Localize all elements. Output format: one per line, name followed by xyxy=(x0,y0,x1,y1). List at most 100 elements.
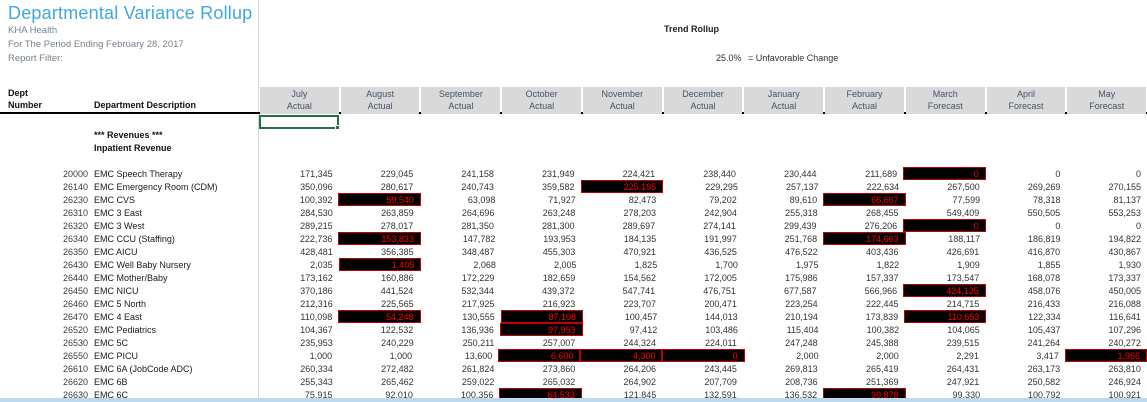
value-cell[interactable]: 1,825 xyxy=(634,259,658,270)
value-cell[interactable]: 244,324 xyxy=(623,337,657,348)
value-cell[interactable]: 268,455 xyxy=(865,207,899,218)
value-cell[interactable]: 263,173 xyxy=(1027,363,1061,374)
value-cell[interactable]: 229,045 xyxy=(380,168,414,179)
value-cell-unfavorable[interactable]: 97,953 xyxy=(499,323,583,336)
value-cell[interactable]: 207,709 xyxy=(704,376,737,387)
value-cell[interactable]: 122,334 xyxy=(1028,311,1061,322)
selection-fill-handle[interactable] xyxy=(335,125,340,130)
dept-desc-cell[interactable]: EMC Well Baby Nursery xyxy=(94,259,191,270)
value-cell[interactable]: 82,473 xyxy=(628,194,657,205)
value-cell[interactable]: 255,318 xyxy=(785,207,818,218)
value-cell[interactable]: 225,565 xyxy=(381,298,414,309)
value-cell[interactable]: 356,385 xyxy=(381,246,414,257)
value-cell[interactable]: 240,272 xyxy=(1108,337,1141,348)
column-header[interactable]: February Actual xyxy=(825,87,904,114)
value-cell[interactable]: 132,591 xyxy=(704,389,737,400)
value-cell[interactable]: 216,433 xyxy=(1027,298,1061,309)
value-cell[interactable]: 2,005 xyxy=(554,259,577,270)
value-cell[interactable]: 255,343 xyxy=(300,376,333,387)
value-cell[interactable]: 130,555 xyxy=(462,311,495,322)
dept-number-cell[interactable]: 26470 xyxy=(62,311,88,322)
dept-number-cell[interactable]: 26460 xyxy=(62,298,88,309)
dept-desc-cell[interactable]: EMC 6A (JobCode ADC) xyxy=(94,363,193,374)
dept-number-cell[interactable]: 26140 xyxy=(62,181,88,192)
value-cell[interactable]: 257,007 xyxy=(542,337,576,348)
value-cell[interactable]: 259,022 xyxy=(461,376,495,387)
dept-desc-cell[interactable]: EMC Speech Therapy xyxy=(94,168,183,179)
value-cell[interactable]: 1,822 xyxy=(876,259,900,270)
value-cell[interactable]: 231,949 xyxy=(542,168,575,179)
value-cell-unfavorable[interactable]: 4,300 xyxy=(580,349,663,362)
value-cell[interactable]: 1,000 xyxy=(309,350,333,361)
value-cell[interactable]: 182,659 xyxy=(542,272,576,283)
value-cell[interactable]: 1,700 xyxy=(715,259,738,270)
value-cell-unfavorable[interactable]: 0 xyxy=(903,167,986,180)
value-cell[interactable]: 265,032 xyxy=(542,376,576,387)
value-cell[interactable]: 2,000 xyxy=(876,350,899,361)
value-cell[interactable]: 104,367 xyxy=(300,324,333,335)
value-cell[interactable]: 110,098 xyxy=(300,311,333,322)
value-cell[interactable]: 1,909 xyxy=(957,259,980,270)
value-cell[interactable]: 2,068 xyxy=(473,259,496,270)
value-cell[interactable]: 430,867 xyxy=(1108,246,1141,257)
value-cell[interactable]: 157,337 xyxy=(865,272,899,283)
value-cell[interactable]: 550,505 xyxy=(1027,207,1061,218)
value-cell[interactable]: 89,610 xyxy=(789,194,818,205)
value-cell[interactable]: 0 xyxy=(1136,220,1142,231)
dept-desc-cell[interactable]: EMC PICU xyxy=(94,350,139,361)
value-cell[interactable]: 257,137 xyxy=(785,181,819,192)
value-cell[interactable]: 171,345 xyxy=(300,168,333,179)
value-cell[interactable]: 71,927 xyxy=(548,194,576,205)
dept-desc-cell[interactable]: EMC NICU xyxy=(94,285,139,296)
value-cell[interactable]: 194,822 xyxy=(1108,233,1141,244)
value-cell[interactable]: 549,409 xyxy=(946,207,980,218)
value-cell[interactable]: 436,525 xyxy=(704,246,737,257)
dept-number-cell[interactable]: 26230 xyxy=(62,194,88,205)
value-cell[interactable]: 359,582 xyxy=(542,181,575,192)
value-cell[interactable]: 476,522 xyxy=(785,246,818,257)
value-cell[interactable]: 476,751 xyxy=(703,285,736,296)
dept-desc-cell[interactable]: EMC Mother/Baby xyxy=(94,272,168,283)
value-cell[interactable]: 216,088 xyxy=(1108,298,1141,309)
value-cell[interactable]: 175,986 xyxy=(785,272,818,283)
value-cell[interactable]: 289,697 xyxy=(622,220,656,231)
value-cell[interactable]: 260,334 xyxy=(300,363,333,374)
value-cell[interactable]: 100,792 xyxy=(1027,389,1061,400)
value-cell[interactable]: 243,445 xyxy=(704,363,737,374)
column-header[interactable]: January Actual xyxy=(744,87,824,114)
value-cell[interactable]: 274,141 xyxy=(703,220,736,231)
selected-cell[interactable] xyxy=(259,115,340,130)
value-cell[interactable]: 100,382 xyxy=(866,324,900,335)
value-cell[interactable]: 264,902 xyxy=(623,376,657,387)
value-cell[interactable]: 222,634 xyxy=(866,181,900,192)
dept-number-cell[interactable]: 26550 xyxy=(62,350,88,361)
value-cell[interactable]: 224,421 xyxy=(622,168,656,179)
value-cell[interactable]: 458,076 xyxy=(1027,285,1061,296)
value-cell[interactable]: 1,975 xyxy=(795,259,819,270)
dept-number-cell[interactable]: 26350 xyxy=(62,246,88,257)
value-cell[interactable]: 186,819 xyxy=(1027,233,1061,244)
value-cell[interactable]: 441,524 xyxy=(380,285,414,296)
value-cell[interactable]: 115,404 xyxy=(786,324,819,335)
value-cell[interactable]: 173,337 xyxy=(1108,272,1141,283)
value-cell-unfavorable[interactable]: 54,248 xyxy=(338,310,421,323)
column-header[interactable]: May Forecast xyxy=(1067,87,1147,114)
column-header[interactable]: September Actual xyxy=(421,87,501,114)
value-cell[interactable]: 79,202 xyxy=(709,194,737,205)
value-cell[interactable]: 224,011 xyxy=(705,337,737,348)
dept-desc-cell[interactable]: EMC 6C xyxy=(94,389,129,400)
column-header[interactable]: August Actual xyxy=(340,87,420,114)
value-cell[interactable]: 532,344 xyxy=(461,285,494,296)
value-cell[interactable]: 92,010 xyxy=(385,389,413,400)
value-cell[interactable]: 168,078 xyxy=(1027,272,1061,283)
value-cell[interactable]: 172,229 xyxy=(461,272,495,283)
value-cell[interactable]: 251,369 xyxy=(865,376,899,387)
value-cell[interactable]: 273,860 xyxy=(542,363,576,374)
value-cell[interactable]: 223,254 xyxy=(785,298,818,309)
value-cell[interactable]: 144,013 xyxy=(705,311,738,322)
dept-desc-cell[interactable]: EMC 5C xyxy=(94,337,129,348)
value-cell[interactable]: 212,316 xyxy=(300,298,333,309)
value-cell[interactable]: 240,743 xyxy=(461,181,494,192)
value-cell[interactable]: 439,372 xyxy=(542,285,575,296)
value-cell[interactable]: 193,953 xyxy=(543,233,576,244)
